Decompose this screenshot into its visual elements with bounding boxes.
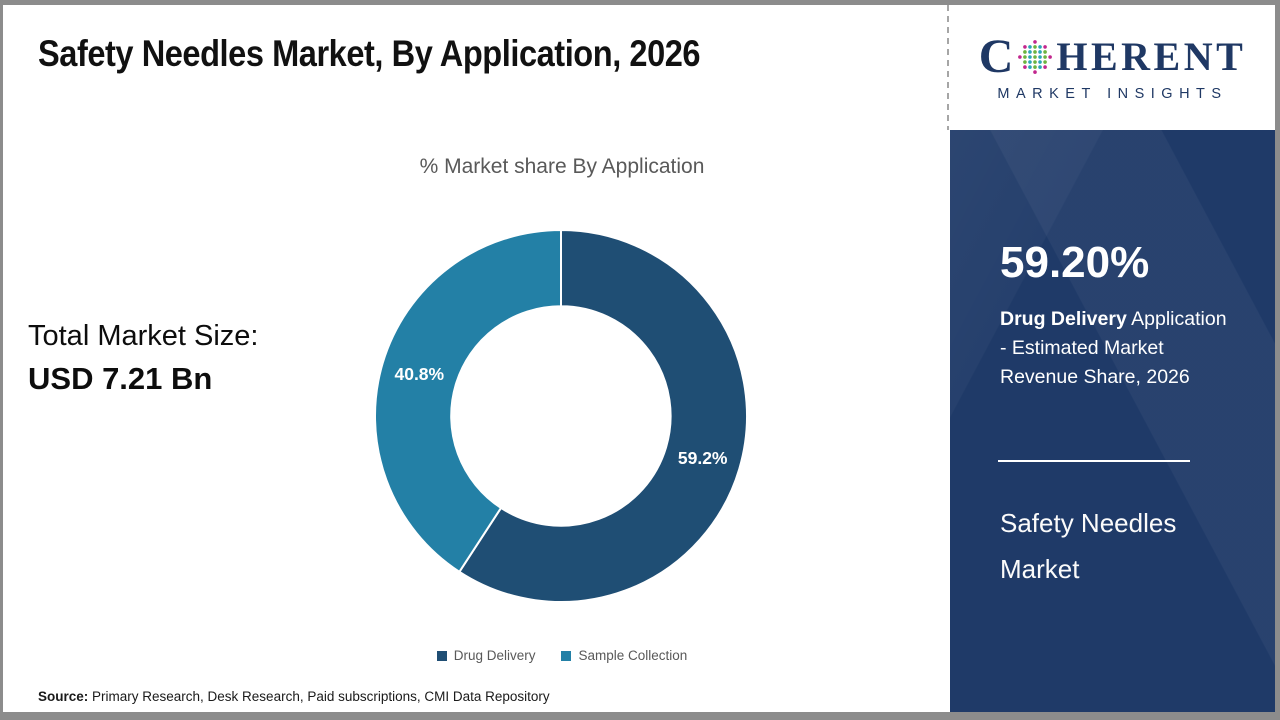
brand-letter-c: C [978, 30, 1014, 83]
legend-label-sample-collection: Sample Collection [578, 648, 688, 663]
total-market-size-label: Total Market Size: [28, 320, 259, 352]
legend-label-drug-delivery: Drug Delivery [453, 648, 536, 663]
donut-slice-drug-delivery [458, 228, 748, 603]
legend-swatch-sample-collection [561, 650, 572, 661]
sidebar-panel: 59.20% Drug Delivery Application - Estim… [950, 130, 1275, 712]
legend-swatch-drug-delivery [436, 650, 447, 661]
slice-label-drug-delivery: 59.2% [678, 448, 728, 468]
stat-description-bold: Drug Delivery [1000, 308, 1127, 330]
legend-item-sample-collection: Sample Collection [561, 648, 687, 663]
brand-logo: C HERENT MARKET INSIGHTS [950, 5, 1275, 130]
market-name-line2: Market [1000, 554, 1080, 584]
brand-letters-rest: HERENT [1056, 34, 1247, 79]
source-line: Source: Primary Research, Desk Research,… [38, 689, 550, 704]
brand-wordmark: C HERENT [979, 33, 1247, 81]
stat-description: Drug Delivery Application - Estimated Ma… [1000, 305, 1268, 392]
market-name: Safety Needles Market [1000, 500, 1176, 592]
slice-label-sample-collection: 40.8% [394, 364, 444, 384]
stat-description-rest: Application - Estimated Market Revenue S… [1000, 308, 1227, 388]
brand-subtitle: MARKET INSIGHTS [997, 86, 1228, 102]
dashed-separator [947, 5, 949, 130]
total-market-size: Total Market Size: USD 7.21 Bn [28, 320, 258, 397]
stat-value: 59.20% [1000, 238, 1150, 287]
market-name-line1: Safety Needles [1000, 508, 1177, 538]
chart-legend: Drug Delivery Sample Collection [342, 648, 782, 663]
chart-title: % Market share By Application [419, 155, 705, 178]
globe-icon [1018, 40, 1053, 74]
total-market-size-value: USD 7.21 Bn [28, 361, 213, 396]
source-label: Source: [38, 689, 89, 704]
donut-chart: 59.2% 40.8% [374, 228, 748, 603]
donut-slice-sample-collection [374, 228, 562, 574]
sidebar-divider-line [998, 460, 1190, 462]
page-title: Safety Needles Market, By Application, 2… [38, 33, 701, 74]
source-text: Primary Research, Desk Research, Paid su… [88, 689, 550, 704]
legend-item-drug-delivery: Drug Delivery [436, 648, 536, 663]
